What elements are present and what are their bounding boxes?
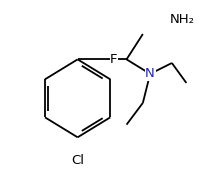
Text: NH₂: NH₂ — [170, 13, 195, 26]
Text: F: F — [110, 53, 118, 66]
Text: N: N — [145, 67, 155, 80]
Text: Cl: Cl — [71, 154, 84, 167]
